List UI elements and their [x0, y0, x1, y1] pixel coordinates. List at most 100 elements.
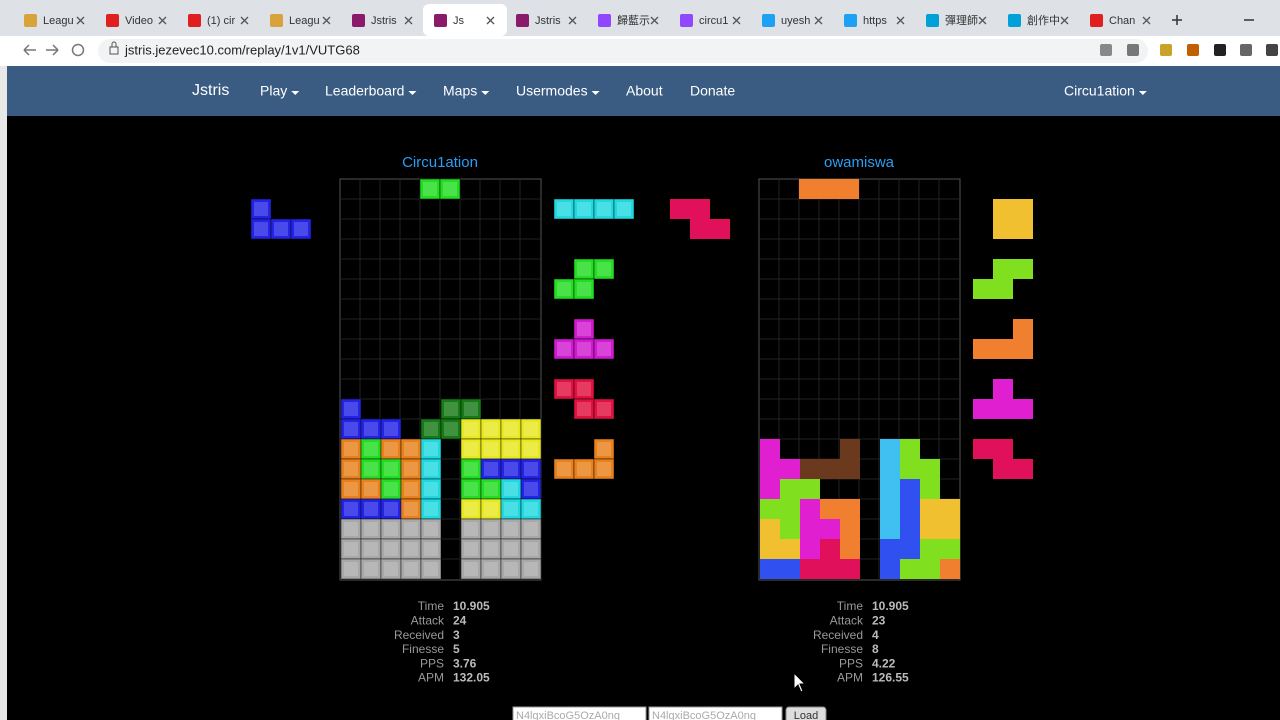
tab-close[interactable] [158, 16, 167, 25]
load-label[interactable]: Load [794, 710, 818, 720]
block-shine [404, 442, 418, 456]
tab-close[interactable] [486, 16, 495, 25]
tab-title[interactable]: Chan [1109, 15, 1135, 27]
replay-code[interactable]: N4lgxiBcoG5OzA0ng [652, 710, 756, 720]
reload-button[interactable] [71, 43, 85, 57]
tab-title[interactable]: (1) cir [207, 15, 235, 27]
active-tab[interactable] [423, 4, 507, 36]
toolbar-icon[interactable] [1160, 44, 1172, 56]
toolbar-icon[interactable] [1187, 44, 1199, 56]
player-name: owamiswa [824, 154, 895, 171]
nav-link[interactable]: Usermodes [516, 83, 588, 99]
block [900, 519, 920, 539]
replay-code[interactable]: N4lgxiBcoG5OzA0ng [516, 710, 620, 720]
replay-input[interactable] [648, 706, 783, 720]
tab-title[interactable]: Js [453, 15, 465, 27]
tab-title[interactable]: Jstris [535, 15, 561, 27]
tab-close[interactable] [814, 16, 823, 25]
block [993, 199, 1013, 219]
tab-title[interactable]: 創作中 [1027, 13, 1060, 27]
nav-link[interactable]: About [626, 83, 663, 99]
block [1013, 459, 1033, 479]
tab-title[interactable]: https [863, 15, 887, 27]
tab-icon [188, 14, 201, 27]
toolbar-icon[interactable] [1214, 44, 1226, 56]
tab-close[interactable] [1060, 16, 1069, 25]
block-shine [524, 442, 538, 456]
caret [1138, 91, 1147, 95]
nav-link[interactable]: Leaderboard [325, 83, 404, 99]
block-shine [484, 562, 498, 576]
tab-title[interactable]: 彈理師 [945, 14, 978, 27]
toolbar-icon[interactable] [1127, 44, 1139, 56]
tab-title[interactable]: uyesh [781, 15, 810, 27]
block [439, 178, 461, 200]
tab-close[interactable] [1142, 16, 1151, 25]
forward-button[interactable] [46, 44, 59, 56]
block [900, 459, 920, 479]
url[interactable]: jstris.jezevec10.com/replay/1v1/VUTG68 [124, 42, 360, 57]
tab-title[interactable]: Leagu [43, 15, 74, 27]
tab-title[interactable]: Jstris [371, 15, 397, 27]
tab-title[interactable]: 歸藍示 [617, 13, 650, 27]
tab-title[interactable]: circu1 [699, 15, 728, 27]
block [880, 479, 900, 499]
block [920, 539, 940, 559]
block [973, 279, 993, 299]
back-button[interactable] [23, 44, 36, 56]
new-tab[interactable] [1172, 15, 1182, 25]
block-shine [484, 522, 498, 536]
tab-close[interactable] [240, 16, 249, 25]
tab-close[interactable] [322, 16, 331, 25]
load-button[interactable] [785, 706, 827, 720]
block [1013, 259, 1033, 279]
block-shine [597, 442, 611, 456]
block-shine [364, 462, 378, 476]
block-shine [504, 482, 518, 496]
tab-title[interactable]: Leagu [289, 15, 320, 27]
block-shine [504, 462, 518, 476]
replay-input[interactable] [512, 706, 647, 720]
block [840, 519, 860, 539]
tab-close[interactable] [650, 16, 659, 25]
toolbar-icon[interactable] [1100, 44, 1112, 56]
tab-close[interactable] [896, 16, 905, 25]
block [840, 439, 860, 459]
toolbar-icon[interactable] [1266, 44, 1278, 56]
tab-close[interactable] [732, 16, 741, 25]
nav-link[interactable]: Play [260, 83, 287, 99]
block-shine [424, 542, 438, 556]
block-shine [344, 402, 358, 416]
block-shine [464, 482, 478, 496]
block-shine [384, 542, 398, 556]
block [920, 559, 940, 579]
block-shine [524, 562, 538, 576]
tab-title[interactable]: Video [125, 15, 153, 27]
block-shine [597, 202, 611, 216]
stat-value: 126.55 [872, 671, 909, 685]
block-shine [254, 222, 268, 236]
block-shine [557, 202, 571, 216]
block [973, 439, 993, 459]
toolbar-icon[interactable] [1240, 44, 1252, 56]
block [710, 219, 730, 239]
caret [591, 91, 600, 95]
tab-close[interactable] [568, 16, 577, 25]
block [760, 459, 780, 479]
block-shine [504, 522, 518, 536]
block [840, 539, 860, 559]
block [799, 179, 819, 199]
address-bar[interactable] [98, 39, 1148, 63]
nav-link[interactable]: Maps [443, 83, 477, 99]
tab-close[interactable] [978, 16, 987, 25]
block [780, 459, 800, 479]
brand[interactable]: Jstris [192, 82, 229, 99]
user-menu[interactable]: Circu1ation [1064, 83, 1135, 99]
cursor [793, 671, 807, 693]
nav-link[interactable]: Donate [690, 83, 735, 99]
stat-label: PPS [420, 656, 444, 670]
tab-close[interactable] [76, 16, 85, 25]
tab-close[interactable] [404, 16, 413, 25]
block-shine [423, 182, 437, 196]
tab-icon [680, 14, 693, 27]
